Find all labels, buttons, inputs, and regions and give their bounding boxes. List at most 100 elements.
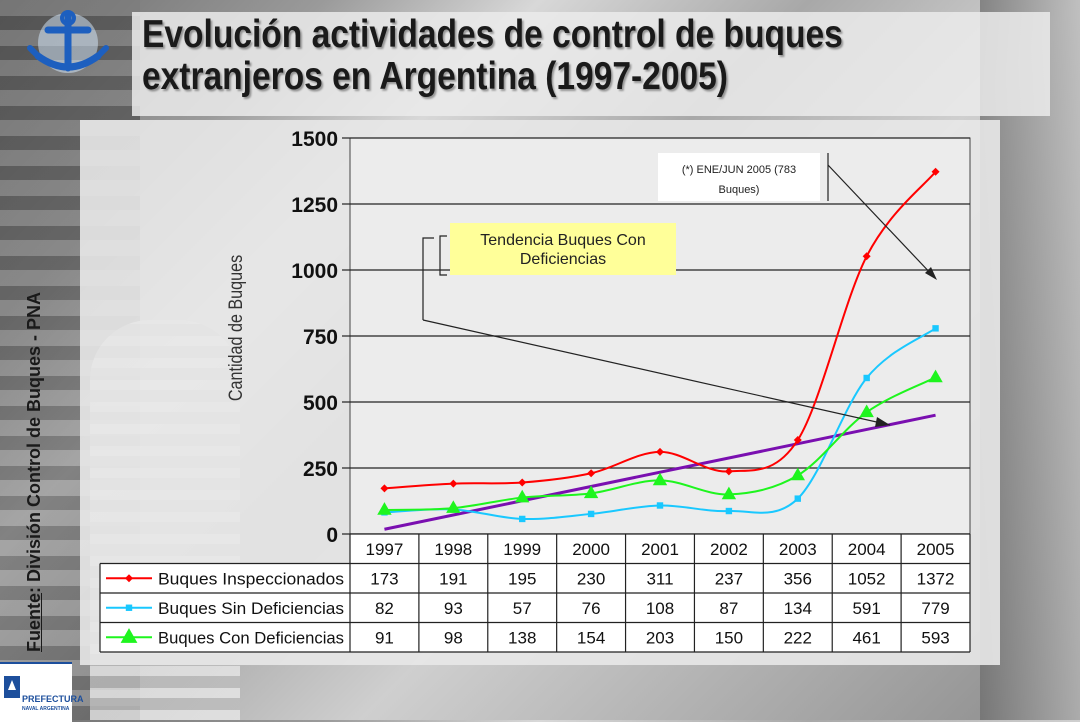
data-table-value: 91 <box>375 628 394 647</box>
annotation-trend-text: Deficiencias <box>520 251 606 268</box>
prefectura-emblem-icon <box>4 676 20 698</box>
annotation-trend-text: Tendencia Buques Con <box>480 232 645 249</box>
annotation-2005-text: Buques) <box>719 184 760 196</box>
series-1-point <box>587 469 596 478</box>
series-1-point <box>724 467 733 476</box>
series-2-point <box>656 502 664 509</box>
source-text: : División Control de Buques - PNA <box>24 291 44 593</box>
series-3-point <box>928 369 943 383</box>
series-1-point <box>793 436 802 445</box>
series-3-point <box>583 485 599 499</box>
table-header-bg <box>350 534 970 564</box>
annotation-2005-arrow <box>827 164 936 279</box>
source-note: Fuente: División Control de Buques - PNA <box>24 232 56 652</box>
annotation-trend-arrow <box>422 319 891 426</box>
data-table-value: 191 <box>439 569 467 588</box>
legend-swatch-marker <box>125 574 133 583</box>
data-table-value: 237 <box>715 569 743 588</box>
x-category-label: 2004 <box>848 540 886 559</box>
series-3-point <box>790 467 805 481</box>
data-table-value: 593 <box>921 628 949 647</box>
data-table-value: 108 <box>646 599 674 618</box>
data-table-value: 134 <box>784 599 812 618</box>
title-box <box>132 12 1050 116</box>
data-table-value: 138 <box>508 628 536 647</box>
series-3-point <box>859 404 874 418</box>
series-3-point <box>446 500 461 513</box>
annotation-trend-arrowhead <box>875 417 890 427</box>
legend-entry-label: Buques Con Deficiencias <box>158 628 344 647</box>
data-table-value: 76 <box>582 599 601 618</box>
data-table-value: 779 <box>921 599 949 618</box>
chart-panel: 0 250 500 750 1000 1250 1500 Cantidad de Buques… <box>80 120 1000 665</box>
data-table-value: 57 <box>513 599 532 618</box>
data-table-value: 203 <box>646 628 674 647</box>
series-3-point <box>515 489 530 503</box>
x-category-label: 1997 <box>366 540 404 559</box>
annotation-trend-leader <box>422 237 434 320</box>
y-tick-label: 1500 <box>291 128 338 151</box>
data-table-value: 93 <box>444 599 463 618</box>
series-line-1 <box>384 171 937 490</box>
data-table-value: 195 <box>508 569 536 588</box>
series-1-point <box>931 167 940 176</box>
x-category-label: 2005 <box>917 540 955 559</box>
x-category-label: 1998 <box>434 540 472 559</box>
y-tick-label: 750 <box>303 326 338 349</box>
series-1-point <box>380 484 389 493</box>
series-3-point <box>377 502 392 515</box>
y-tick-label: 1250 <box>291 194 338 217</box>
series-1-point <box>656 447 664 456</box>
data-table-value: 230 <box>577 569 605 588</box>
data-table-value: 82 <box>375 599 394 618</box>
annotation-box-trend <box>450 223 676 275</box>
data-table-value: 356 <box>784 569 812 588</box>
series-3-point <box>652 472 668 486</box>
data-table-value: 87 <box>719 599 738 618</box>
x-category-label: 2000 <box>572 540 610 559</box>
annotation-2005-text: (*) ENE/JUN 2005 (783 <box>682 164 796 176</box>
legend-swatch-marker <box>120 628 138 643</box>
page-title: Evolución actividades de control de buqu… <box>142 13 843 98</box>
y-tick-label: 0 <box>326 524 338 547</box>
x-category-label: 2002 <box>710 540 748 559</box>
source-label: Fuente <box>24 592 44 652</box>
annotation-box-2005 <box>658 153 820 201</box>
data-table-value: 1052 <box>848 569 886 588</box>
series-line-2 <box>384 327 937 521</box>
anchor-emblem-logo <box>27 10 109 73</box>
series-2-point <box>725 507 733 515</box>
x-category-label: 2001 <box>641 540 679 559</box>
y-tick-label: 1000 <box>291 260 338 283</box>
legend-entry-label: Buques Sin Deficiencias <box>158 599 344 618</box>
table-body-bg <box>100 563 970 652</box>
legend-entry-label: Buques Inspeccionados <box>158 569 344 588</box>
y-tick-label: 500 <box>303 392 338 415</box>
logo-text-1: PREFECTURA <box>22 694 84 704</box>
data-table-value: 1372 <box>917 569 955 588</box>
data-table-value: 222 <box>784 628 812 647</box>
series-2-point <box>863 374 870 382</box>
data-table-value: 591 <box>852 599 880 618</box>
series-2-point <box>587 510 595 518</box>
series-2-point <box>519 515 526 523</box>
series-1-point <box>862 252 871 261</box>
x-category-label: 1999 <box>503 540 541 559</box>
annotation-2005-arrowhead <box>925 267 937 280</box>
series-3-point <box>721 486 737 500</box>
x-category-label: 2003 <box>779 540 817 559</box>
series-2-point <box>794 495 801 502</box>
prefectura-logo: PREFECTURA NAVAL ARGENTINA <box>0 662 84 722</box>
y-axis-label: Cantidad de Buques <box>225 255 247 401</box>
y-tick-label: 250 <box>303 458 338 481</box>
data-table-value: 311 <box>646 569 673 588</box>
data-table-value: 98 <box>444 628 463 647</box>
chart-svg: 0 250 500 750 1000 1250 1500 Cantidad de Buques… <box>99 128 971 653</box>
series-1-point <box>449 479 458 488</box>
data-table-value: 461 <box>852 628 880 647</box>
data-table-value: 154 <box>577 628 605 647</box>
legend-swatch-marker <box>125 604 133 611</box>
annotation-trend-bracket <box>439 235 447 276</box>
logo-text-2: NAVAL ARGENTINA <box>22 706 70 712</box>
series-1-point <box>518 478 527 487</box>
